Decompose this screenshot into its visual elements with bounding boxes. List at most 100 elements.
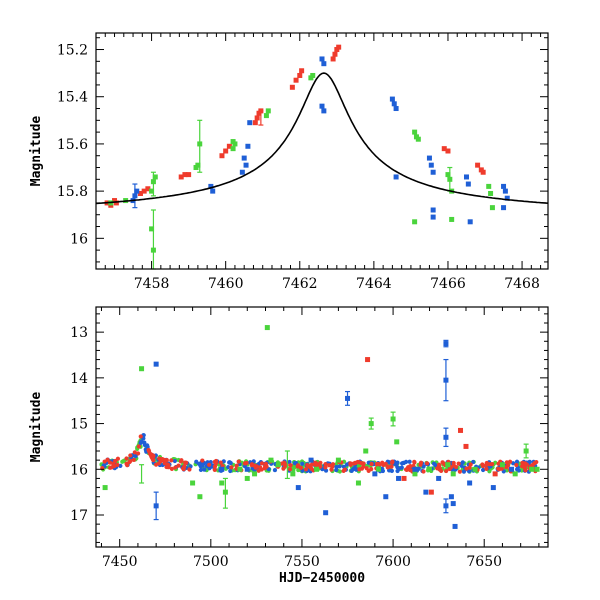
data-point-green: [534, 466, 540, 472]
data-point-green: [190, 480, 196, 486]
baseline-point-red: [105, 457, 110, 462]
data-point-blue: [412, 466, 418, 472]
data-point-blue: [391, 101, 397, 107]
bottom-y-tick-labels: 13 14 15 16 17: [70, 325, 88, 524]
baseline-point-red: [176, 463, 181, 468]
data-point-green: [486, 183, 492, 189]
baseline-point-blue: [172, 458, 177, 464]
y-tick-label: 13: [70, 325, 88, 341]
x-tick-label: 7550: [284, 554, 320, 570]
baseline-point-red: [218, 460, 223, 465]
data-point-blue: [463, 174, 469, 180]
data-point-blue: [443, 377, 449, 383]
data-point-green: [150, 247, 156, 253]
data-point-red: [182, 172, 188, 178]
data-point-green: [355, 480, 361, 486]
data-point-red: [226, 143, 232, 149]
data-point-green: [314, 466, 320, 472]
data-point-green: [268, 457, 274, 463]
baseline-point-red: [487, 462, 492, 467]
baseline-point-red: [453, 464, 459, 470]
x-tick-label: 7464: [356, 276, 392, 292]
data-point-blue: [153, 361, 159, 367]
baseline-point-red: [523, 461, 528, 466]
data-point-red: [463, 443, 469, 449]
data-point-green: [412, 129, 418, 135]
data-point-green: [152, 174, 158, 180]
data-point-green: [445, 462, 451, 468]
baseline-point-blue: [349, 468, 354, 474]
baseline-point-blue: [380, 468, 386, 474]
baseline-point-red: [408, 464, 413, 469]
baseline-point-red: [389, 460, 395, 465]
baseline-point-red: [162, 457, 167, 463]
baseline-point-red: [505, 463, 511, 468]
data-point-red: [492, 471, 498, 477]
baseline-point-red: [309, 466, 314, 471]
data-point-blue: [436, 475, 442, 481]
baseline-point-red: [107, 460, 113, 465]
baseline-point-red: [357, 467, 362, 472]
data-point-green: [150, 179, 156, 185]
top-y-axis-label: Magnitude: [29, 116, 44, 187]
top-panel: 7458 7460 7462 7464 7466 7468 15.215.415.615.…: [29, 32, 549, 292]
data-point-blue: [319, 56, 325, 62]
data-point-red: [141, 188, 147, 194]
baseline-point-blue: [403, 459, 409, 464]
y-tick-label: 16: [70, 462, 88, 478]
data-point-green: [472, 466, 478, 472]
model-fit-curve: [95, 72, 549, 205]
baseline-point-red: [178, 459, 183, 464]
baseline-point-red: [207, 462, 212, 467]
data-point-red: [145, 186, 151, 192]
data-point-green: [263, 113, 269, 119]
data-point-green: [244, 475, 250, 481]
baseline-point-blue: [198, 467, 204, 473]
baseline-point-red: [249, 463, 254, 468]
baseline-point-red: [295, 464, 300, 469]
baseline-point-red: [342, 467, 347, 472]
baseline-point-red: [514, 462, 519, 468]
y-tick-label: 17: [70, 508, 88, 524]
baseline-point-red: [499, 466, 504, 471]
data-point-blue: [210, 188, 216, 194]
data-point-blue: [450, 501, 456, 507]
data-point-blue: [501, 183, 507, 189]
data-point-red: [223, 148, 229, 154]
data-point-blue: [372, 471, 378, 477]
data-point-blue: [501, 205, 507, 211]
data-point-green: [149, 188, 155, 194]
data-point-red: [299, 68, 305, 74]
y-tick-label: 15.4: [57, 90, 88, 106]
baseline-point-red: [313, 460, 318, 466]
top-x-tick-labels: 7458 7460 7462 7464 7466 7468: [134, 276, 540, 292]
data-point-green: [230, 139, 236, 145]
baseline-point-red: [439, 468, 444, 474]
baseline-point-blue: [480, 467, 486, 473]
baseline-point-green: [337, 469, 342, 474]
baseline-point-red: [264, 464, 269, 469]
data-point-red: [428, 489, 434, 495]
baseline-point-blue: [407, 459, 412, 464]
y-tick-label: 15.6: [57, 137, 88, 153]
data-point-blue: [243, 162, 249, 168]
data-point-red: [137, 190, 143, 196]
data-point-red: [254, 115, 260, 121]
baseline-point-red: [327, 463, 332, 468]
data-point-green: [376, 466, 381, 472]
baseline-point-red: [151, 458, 156, 463]
baseline-point-red: [520, 464, 525, 469]
baseline-point-red: [361, 461, 366, 466]
baseline-point-red: [283, 463, 288, 468]
data-point-blue: [443, 341, 449, 347]
baseline-point-red: [127, 459, 132, 465]
data-point-blue: [467, 480, 473, 486]
x-tick-label: 7500: [193, 554, 229, 570]
data-point-red: [332, 51, 338, 57]
data-point-red: [297, 72, 303, 78]
data-point-blue: [244, 466, 250, 472]
data-point-blue: [502, 188, 508, 194]
baseline-point-red: [389, 464, 394, 469]
data-point-green: [449, 216, 455, 222]
